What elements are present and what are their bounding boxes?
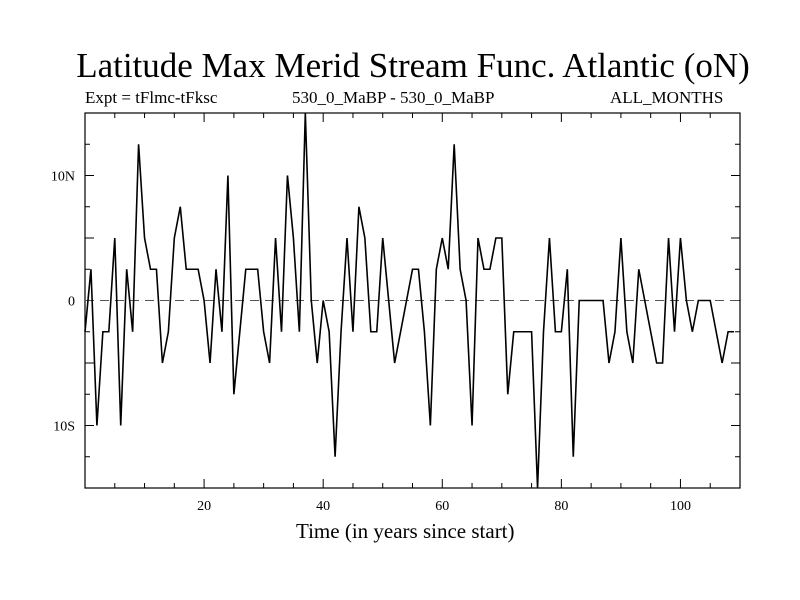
experiment-label: Expt = tFlmc-tFksc	[85, 88, 218, 107]
y-tick-label: 10S	[53, 420, 75, 435]
x-tick-label: 40	[316, 499, 330, 514]
series-line	[84, 112, 735, 489]
x-tick-label: 80	[554, 499, 568, 514]
x-tick-label: 100	[670, 499, 691, 514]
x-tick-label: 20	[197, 499, 211, 514]
chart-title: Latitude Max Merid Stream Func. Atlantic…	[76, 46, 750, 85]
months-label: ALL_MONTHS	[610, 88, 724, 107]
y-tick-label: 0	[68, 295, 75, 310]
period-label: 530_0_MaBP - 530_0_MaBP	[292, 88, 495, 107]
y-tick-label: 10N	[51, 170, 75, 185]
x-tick-label: 60	[435, 499, 449, 514]
x-axis-label: Time (in years since start)	[296, 519, 515, 543]
